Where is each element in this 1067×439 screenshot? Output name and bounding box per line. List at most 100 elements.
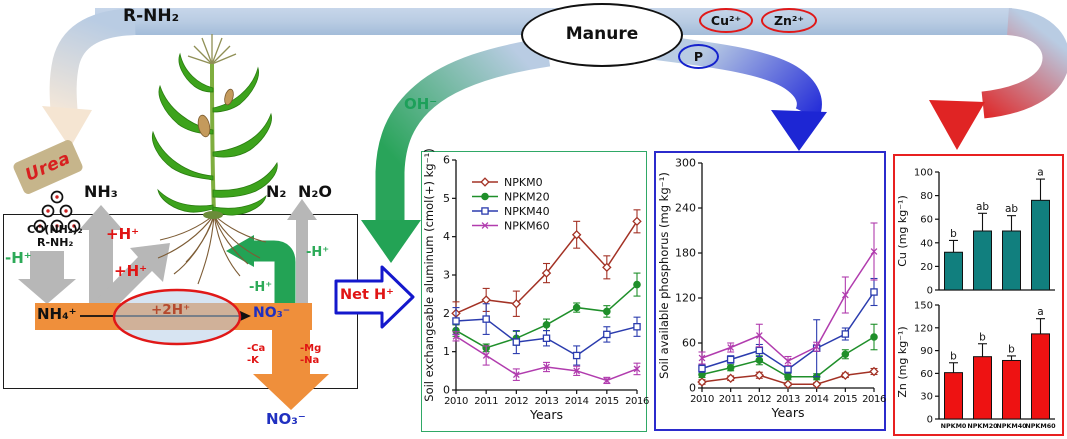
svg-text:2016: 2016 [862, 394, 886, 405]
minus-k-label: -K [247, 355, 259, 366]
series-NPKM40 [452, 303, 641, 366]
svg-text:b: b [1008, 343, 1015, 355]
svg-text:0: 0 [443, 384, 450, 397]
svg-text:2011: 2011 [719, 394, 743, 405]
svg-text:300: 300 [675, 157, 696, 170]
svg-text:2010: 2010 [444, 396, 468, 407]
corn-plant [151, 34, 278, 285]
svg-text:NPKM40: NPKM40 [996, 422, 1027, 430]
svg-text:2010: 2010 [690, 394, 714, 405]
corn-tassel [187, 34, 237, 65]
no3-band-label: NO₃⁻ [253, 305, 291, 321]
minus-h-left-label: -H⁺ [5, 249, 32, 267]
net-h-arrow [334, 265, 415, 329]
cuzn-arrowhead [929, 100, 985, 150]
n2-n2o-label: N₂ N₂O [266, 182, 332, 201]
svg-text:Zn (mg kg⁻¹): Zn (mg kg⁻¹) [896, 326, 909, 397]
svg-text:NPKM0: NPKM0 [941, 422, 967, 430]
svg-text:b: b [979, 331, 986, 343]
svg-text:0: 0 [927, 415, 933, 426]
svg-text:NPKM60: NPKM60 [504, 219, 550, 232]
svg-text:Soil available phosphorus (mg: Soil available phosphorus (mg kg⁻¹) [657, 172, 671, 379]
plus-h-2-label: +H⁺ [114, 262, 148, 280]
svg-text:1: 1 [443, 345, 450, 358]
minus-h-n2-label: -H⁺ [306, 245, 330, 260]
svg-text:Years: Years [529, 407, 563, 422]
urea-arrowhead [42, 106, 92, 148]
svg-text:ab: ab [976, 201, 989, 213]
svg-text:40: 40 [920, 238, 933, 249]
net-h-label: Net H⁺ [340, 287, 394, 303]
plus-2h-label: +2H⁺ [151, 302, 191, 318]
p-ion-badge: P [678, 44, 719, 69]
svg-text:0: 0 [927, 286, 933, 297]
aluminum-chart-panel: 0 1 2 3 4 5 6 Soil exchangeable aluminum (cmol(… [421, 148, 649, 432]
nitrification-arrowhead [240, 311, 251, 321]
minus-mg-label: -Mg [300, 343, 322, 354]
minus-h-elbow-label: -H⁺ [249, 280, 273, 295]
svg-text:60: 60 [920, 215, 933, 226]
bars: b NPKM0 b NPKM20 b NPKM40 a NPKM60 [941, 306, 1057, 430]
corn-leaves [151, 52, 278, 216]
svg-text:b: b [950, 350, 957, 362]
no3-bottom-label: NO₃⁻ [266, 410, 306, 428]
cu-ion-label: Cu²⁺ [710, 12, 742, 28]
svg-text:100: 100 [914, 168, 933, 179]
x-axis-ticks: 2010 2011 2012 2013 2014 2015 2016 Years [690, 388, 886, 420]
svg-text:90: 90 [920, 346, 933, 357]
svg-text:60: 60 [920, 369, 933, 380]
r-nh2-small-label: R-NH₂ [37, 236, 74, 249]
co-nh2-label: CO(NH₂)₂ [27, 223, 83, 236]
nitrate-leaching-arrowhead [253, 374, 329, 410]
svg-text:2014: 2014 [805, 394, 829, 405]
svg-text:6: 6 [443, 154, 450, 167]
svg-text:b: b [950, 228, 957, 240]
svg-text:2012: 2012 [747, 394, 771, 405]
svg-text:NPKM60: NPKM60 [1025, 422, 1056, 430]
svg-text:150: 150 [914, 301, 933, 312]
svg-text:2011: 2011 [474, 396, 498, 407]
svg-text:3: 3 [443, 269, 450, 282]
svg-text:NPKM0: NPKM0 [504, 176, 543, 189]
metals-chart-panel: 0 20 40 60 80 100 Cu (mg kg⁻¹) b ab ab a 0 30 60 90 12… [893, 154, 1064, 436]
r-nh2-top-label: R-NH₂ [123, 6, 180, 26]
p-arrowhead [771, 110, 827, 151]
svg-text:20: 20 [920, 262, 933, 273]
svg-text:2015: 2015 [595, 396, 619, 407]
manure-node: Manure [521, 3, 683, 67]
svg-text:2015: 2015 [833, 394, 857, 405]
series-NPKM20 [698, 323, 878, 381]
svg-text:NPKM40: NPKM40 [504, 205, 550, 218]
series-NPKM60 [698, 222, 878, 367]
svg-text:2014: 2014 [565, 396, 589, 407]
x-axis-ticks: 2010 2011 2012 2013 2014 2015 2016 Years [444, 390, 649, 422]
plant-uptake-arrow [97, 243, 170, 312]
svg-text:2012: 2012 [504, 396, 528, 407]
denitrification-arrow [287, 199, 317, 312]
svg-text:Years: Years [771, 405, 805, 420]
phosphorus-chart-panel: 0 60 120 180 240 300 Soil available phosphorus… [654, 151, 886, 431]
no3-uptake-arrowhead [226, 235, 254, 267]
nh4-label: NH₄⁺ [37, 305, 77, 323]
svg-text:180: 180 [675, 247, 696, 260]
minus-ca-label: -Ca [247, 343, 266, 354]
series-NPKM40 [698, 277, 878, 378]
svg-text:2013: 2013 [535, 396, 559, 407]
corn-ear-small [224, 88, 234, 106]
svg-text:NPKM20: NPKM20 [967, 422, 998, 430]
oh-arrowhead [361, 220, 421, 263]
bars: b ab ab a [944, 167, 1050, 291]
svg-text:a: a [1037, 167, 1043, 179]
svg-text:120: 120 [914, 323, 933, 334]
urea-hydrolysis-arrow [18, 251, 76, 304]
svg-text:Soil exchangeable aluminum (cm: Soil exchangeable aluminum (cmol(+) kg⁻¹… [422, 148, 436, 401]
svg-text:60: 60 [682, 337, 696, 350]
zn-ion-label: Zn²⁺ [773, 12, 805, 28]
svg-text:2013: 2013 [776, 394, 800, 405]
oh-label: OH⁻ [404, 95, 438, 113]
svg-text:2016: 2016 [625, 396, 649, 407]
urea-molecules [33, 190, 81, 233]
